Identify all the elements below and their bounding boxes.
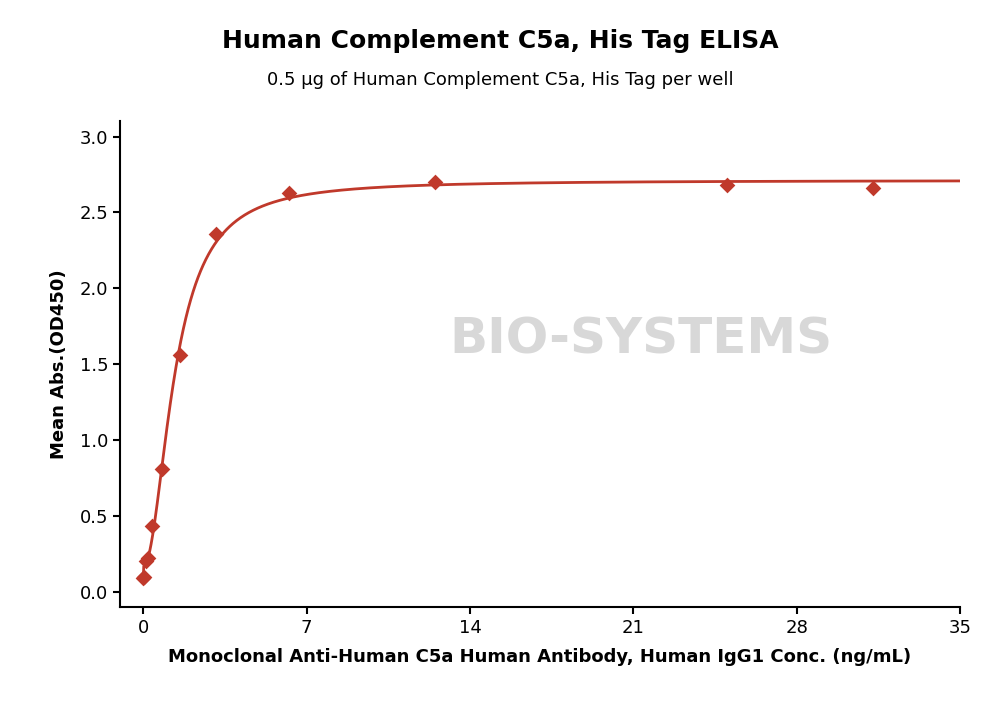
Point: [719, 179, 735, 191]
Point: [281, 187, 297, 198]
Point: [154, 463, 170, 475]
Point: [140, 553, 156, 564]
Text: Human Complement C5a, His Tag ELISA: Human Complement C5a, His Tag ELISA: [222, 29, 778, 53]
Y-axis label: Mean Abs.(OD450): Mean Abs.(OD450): [50, 269, 68, 459]
Text: BIO-SYSTEMS: BIO-SYSTEMS: [449, 316, 832, 364]
Point: [172, 349, 188, 361]
Point: [427, 176, 443, 188]
Point: [135, 573, 151, 584]
Point: [208, 228, 224, 239]
Point: [144, 521, 160, 532]
Point: [136, 571, 152, 583]
Point: [138, 555, 154, 567]
Point: [864, 182, 881, 193]
Text: 0.5 μg of Human Complement C5a, His Tag per well: 0.5 μg of Human Complement C5a, His Tag …: [267, 71, 733, 89]
X-axis label: Monoclonal Anti-Human C5a Human Antibody, Human IgG1 Conc. (ng/mL): Monoclonal Anti-Human C5a Human Antibody…: [168, 648, 912, 666]
